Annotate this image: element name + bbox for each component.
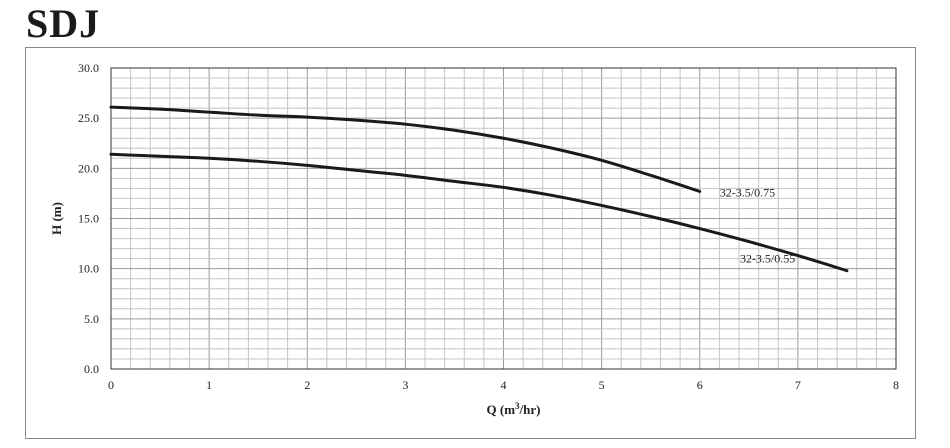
x-axis-label: Q (m3/hr) (487, 401, 541, 417)
y-tick-label: 5.0 (84, 312, 99, 326)
chart-frame (25, 47, 916, 439)
series-label-1: 32-3.5/0.75 (720, 185, 775, 199)
x-tick-label: 7 (795, 378, 801, 392)
x-tick-label: 5 (599, 378, 605, 392)
x-tick-label: 8 (893, 378, 899, 392)
x-tick-label: 3 (402, 378, 408, 392)
plot-border (110, 67, 897, 370)
y-tick-label: 20.0 (78, 161, 99, 175)
x-axis-label-superscript: 3 (515, 401, 520, 411)
x-tick-label: 4 (501, 378, 507, 392)
y-tick-label: 0.0 (84, 362, 99, 376)
series-line-2 (109, 152, 849, 273)
x-tick-label: 2 (304, 378, 310, 392)
x-axis-ticks: 0 1 2 3 4 5 6 7 8 (108, 378, 899, 392)
x-axis-label-tail: /hr) (519, 402, 541, 417)
x-tick-label: 6 (697, 378, 703, 392)
series-line-1 (109, 105, 702, 193)
y-tick-label: 25.0 (78, 111, 99, 125)
page-title: SDJ (26, 1, 101, 46)
x-tick-label: 1 (206, 378, 212, 392)
series-group: 32-3.5/0.75 32-3.5/0.55 (109, 105, 849, 273)
grid-lines (110, 67, 897, 370)
y-tick-label: 15.0 (78, 212, 99, 226)
x-axis-label-main: Q (m (487, 402, 516, 417)
y-axis-label: H (m) (49, 202, 64, 235)
y-axis-ticks: 0.0 5.0 10.0 15.0 20.0 25.0 30.0 (78, 61, 99, 376)
y-tick-label: 10.0 (78, 262, 99, 276)
series-label-2: 32-3.5/0.55 (740, 252, 795, 266)
y-tick-label: 30.0 (78, 61, 99, 75)
x-tick-label: 0 (108, 378, 114, 392)
